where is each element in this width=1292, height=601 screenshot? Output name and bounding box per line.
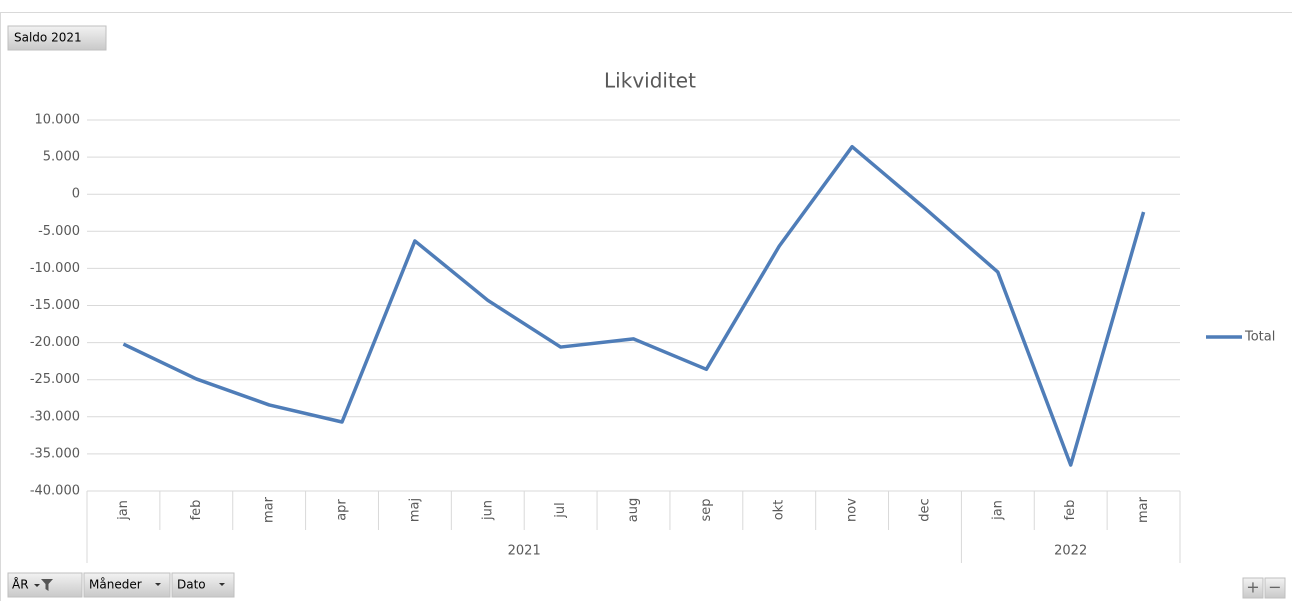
x-tick-label: okt (772, 500, 787, 521)
x-tick-label: maj (407, 498, 422, 522)
chart-title: Likviditet (604, 69, 696, 93)
x-tick-label: mar (262, 496, 277, 523)
dropdown-arrow (34, 584, 40, 587)
y-tick-label: 5.000 (43, 150, 80, 165)
x-tick-label: apr (335, 499, 350, 521)
x-tick-label: jan (116, 500, 131, 521)
axis-button-label: ÅR (12, 577, 29, 592)
y-tick-label: -30.000 (30, 409, 80, 424)
zoom-in-label: + (1246, 578, 1259, 597)
y-tick-label: -10.000 (30, 261, 80, 276)
group-label: 2021 (508, 544, 541, 559)
group-label: 2022 (1054, 544, 1087, 559)
axis-button-maneder[interactable]: Måneder (83, 572, 171, 598)
zoom-out-label: − (1268, 578, 1281, 597)
series-line (122, 144, 1146, 467)
chart-border (0, 12, 1292, 601)
y-tick-label: -40.000 (30, 484, 80, 499)
x-tick-label: mar (1136, 496, 1151, 523)
axis-button-label: Dato (177, 578, 206, 592)
y-tick-label: 0 (72, 187, 80, 202)
x-tick-label: feb (1063, 500, 1078, 521)
zoom-in-button[interactable]: + (1242, 577, 1264, 599)
y-tick-label: 10.000 (35, 113, 81, 128)
x-tick-label: jun (480, 500, 495, 521)
field-button-label: Saldo 2021 (14, 31, 82, 45)
filter-icon (41, 579, 53, 591)
legend-label: Total (1244, 330, 1275, 345)
axis-button-label: Måneder (89, 578, 142, 592)
x-tick-label: dec (917, 498, 932, 521)
x-tick-label: jan (990, 500, 1005, 521)
y-tick-label: -20.000 (30, 335, 80, 350)
x-tick-label: feb (189, 500, 204, 521)
zoom-out-button[interactable]: − (1264, 577, 1286, 599)
y-tick-label: -5.000 (38, 224, 80, 239)
dropdown-arrow (155, 583, 161, 586)
axis-button-ar[interactable]: ÅR (7, 572, 83, 598)
x-tick-label: jul (553, 502, 568, 518)
field-button[interactable]: Saldo 2021 (7, 25, 107, 51)
y-tick-label: -15.000 (30, 298, 80, 313)
axis-button-dato[interactable]: Dato (171, 572, 235, 598)
y-tick-label: -35.000 (30, 446, 80, 461)
y-tick-label: -25.000 (30, 372, 80, 387)
x-tick-label: sep (699, 498, 714, 521)
x-tick-label: aug (626, 498, 641, 522)
x-tick-label: nov (845, 498, 860, 522)
dropdown-arrow (219, 583, 225, 586)
